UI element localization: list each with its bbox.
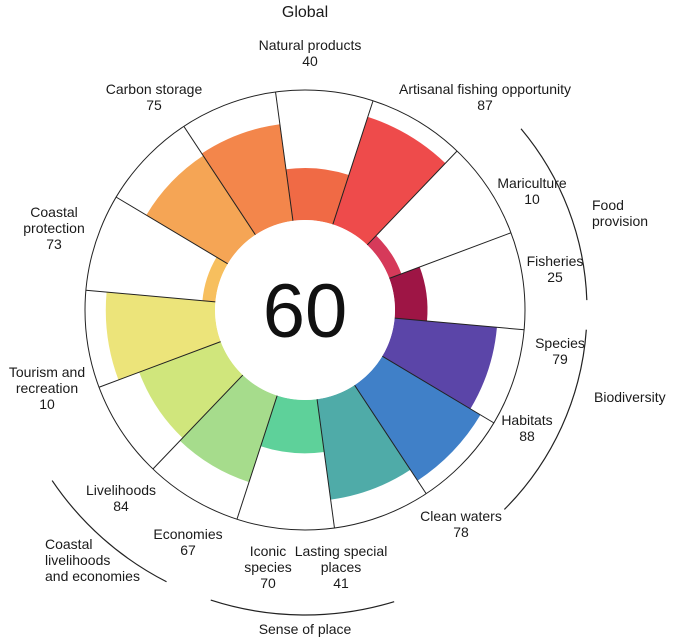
petal-divider — [316, 399, 335, 529]
petal-divider — [98, 341, 221, 388]
group-label-food-provision: Food provision — [592, 197, 648, 229]
petal-label-fisheries: Fisheries 25 — [527, 253, 584, 285]
petal-label-species: Species 79 — [535, 335, 585, 367]
petal-layer — [105, 116, 497, 500]
petal-artisanal-fishing-opportunity — [332, 116, 446, 245]
petal-label-tourism-and-recreation: Tourism and recreation 10 — [9, 364, 85, 412]
petal-label-livelihoods: Livelihoods 84 — [86, 482, 156, 514]
petal-divider — [152, 374, 244, 470]
group-arc-food-provision — [520, 128, 588, 301]
group-label-sense-of-place: Sense of place — [259, 621, 352, 637]
petal-labels: Natural products 40 Artisanal fishing oppo… — [9, 37, 585, 591]
petal-divider — [183, 126, 256, 236]
petal-label-habitats: Habitats 88 — [501, 412, 552, 444]
petal-species — [382, 318, 497, 409]
petal-tourism-and-recreation — [202, 257, 228, 302]
petal-iconic-species — [179, 375, 278, 483]
petal-label-mariculture: Mariculture 10 — [497, 175, 566, 207]
petal-label-lasting-special-places: Lasting special places 41 — [295, 543, 388, 591]
petal-natural-products — [285, 167, 349, 225]
petal-livelihoods — [105, 292, 221, 380]
petal-divider — [115, 196, 229, 265]
group-brackets: Food provision Biodiversity Sense of place C… — [45, 128, 666, 637]
group-arc-coastal-livelihoods-and-economies — [51, 480, 167, 583]
petal-divider — [236, 395, 278, 520]
outline-layer — [84, 89, 526, 531]
group-arc-sense-of-place — [210, 599, 395, 616]
petal-label-carbon-storage: Carbon storage 75 — [106, 81, 203, 113]
petal-clean-waters — [317, 385, 411, 500]
center-circle — [215, 220, 395, 400]
overall-score: 60 — [263, 269, 348, 354]
petal-divider — [389, 232, 512, 279]
outer-ring — [84, 89, 526, 531]
petal-carbon-storage — [201, 124, 293, 235]
petal-coastal-protection — [146, 155, 256, 264]
group-label-biodiversity: Biodiversity — [594, 389, 666, 405]
petal-lasting-special-places — [260, 395, 325, 454]
petal-habitats — [354, 356, 481, 481]
group-label-coastal-livelihoods-and-economies: Coastal livelihoods and economies — [45, 536, 140, 584]
petal-divider — [332, 100, 374, 225]
petal-mariculture — [367, 235, 402, 279]
petal-label-artisanal-fishing-opportunity: Artisanal fishing opportunity 87 — [399, 81, 571, 113]
petal-divider — [85, 289, 216, 303]
petal-economies — [139, 341, 243, 438]
petal-divider — [354, 384, 427, 494]
petal-label-natural-products: Natural products 40 — [259, 37, 362, 69]
petal-divider — [275, 91, 294, 221]
petal-label-clean-waters: Clean waters 78 — [420, 508, 502, 540]
petal-fisheries — [389, 266, 428, 322]
petal-divider — [366, 150, 458, 246]
chart-title: Global — [282, 4, 328, 21]
petal-label-economies: Economies 67 — [153, 526, 222, 558]
petal-label-iconic-species: Iconic species 70 — [244, 543, 291, 591]
petal-divider — [381, 355, 495, 424]
petal-divider — [394, 317, 525, 331]
group-arc-biodiversity — [503, 329, 587, 510]
petal-label-coastal-protection: Coastal protection 73 — [23, 204, 84, 252]
